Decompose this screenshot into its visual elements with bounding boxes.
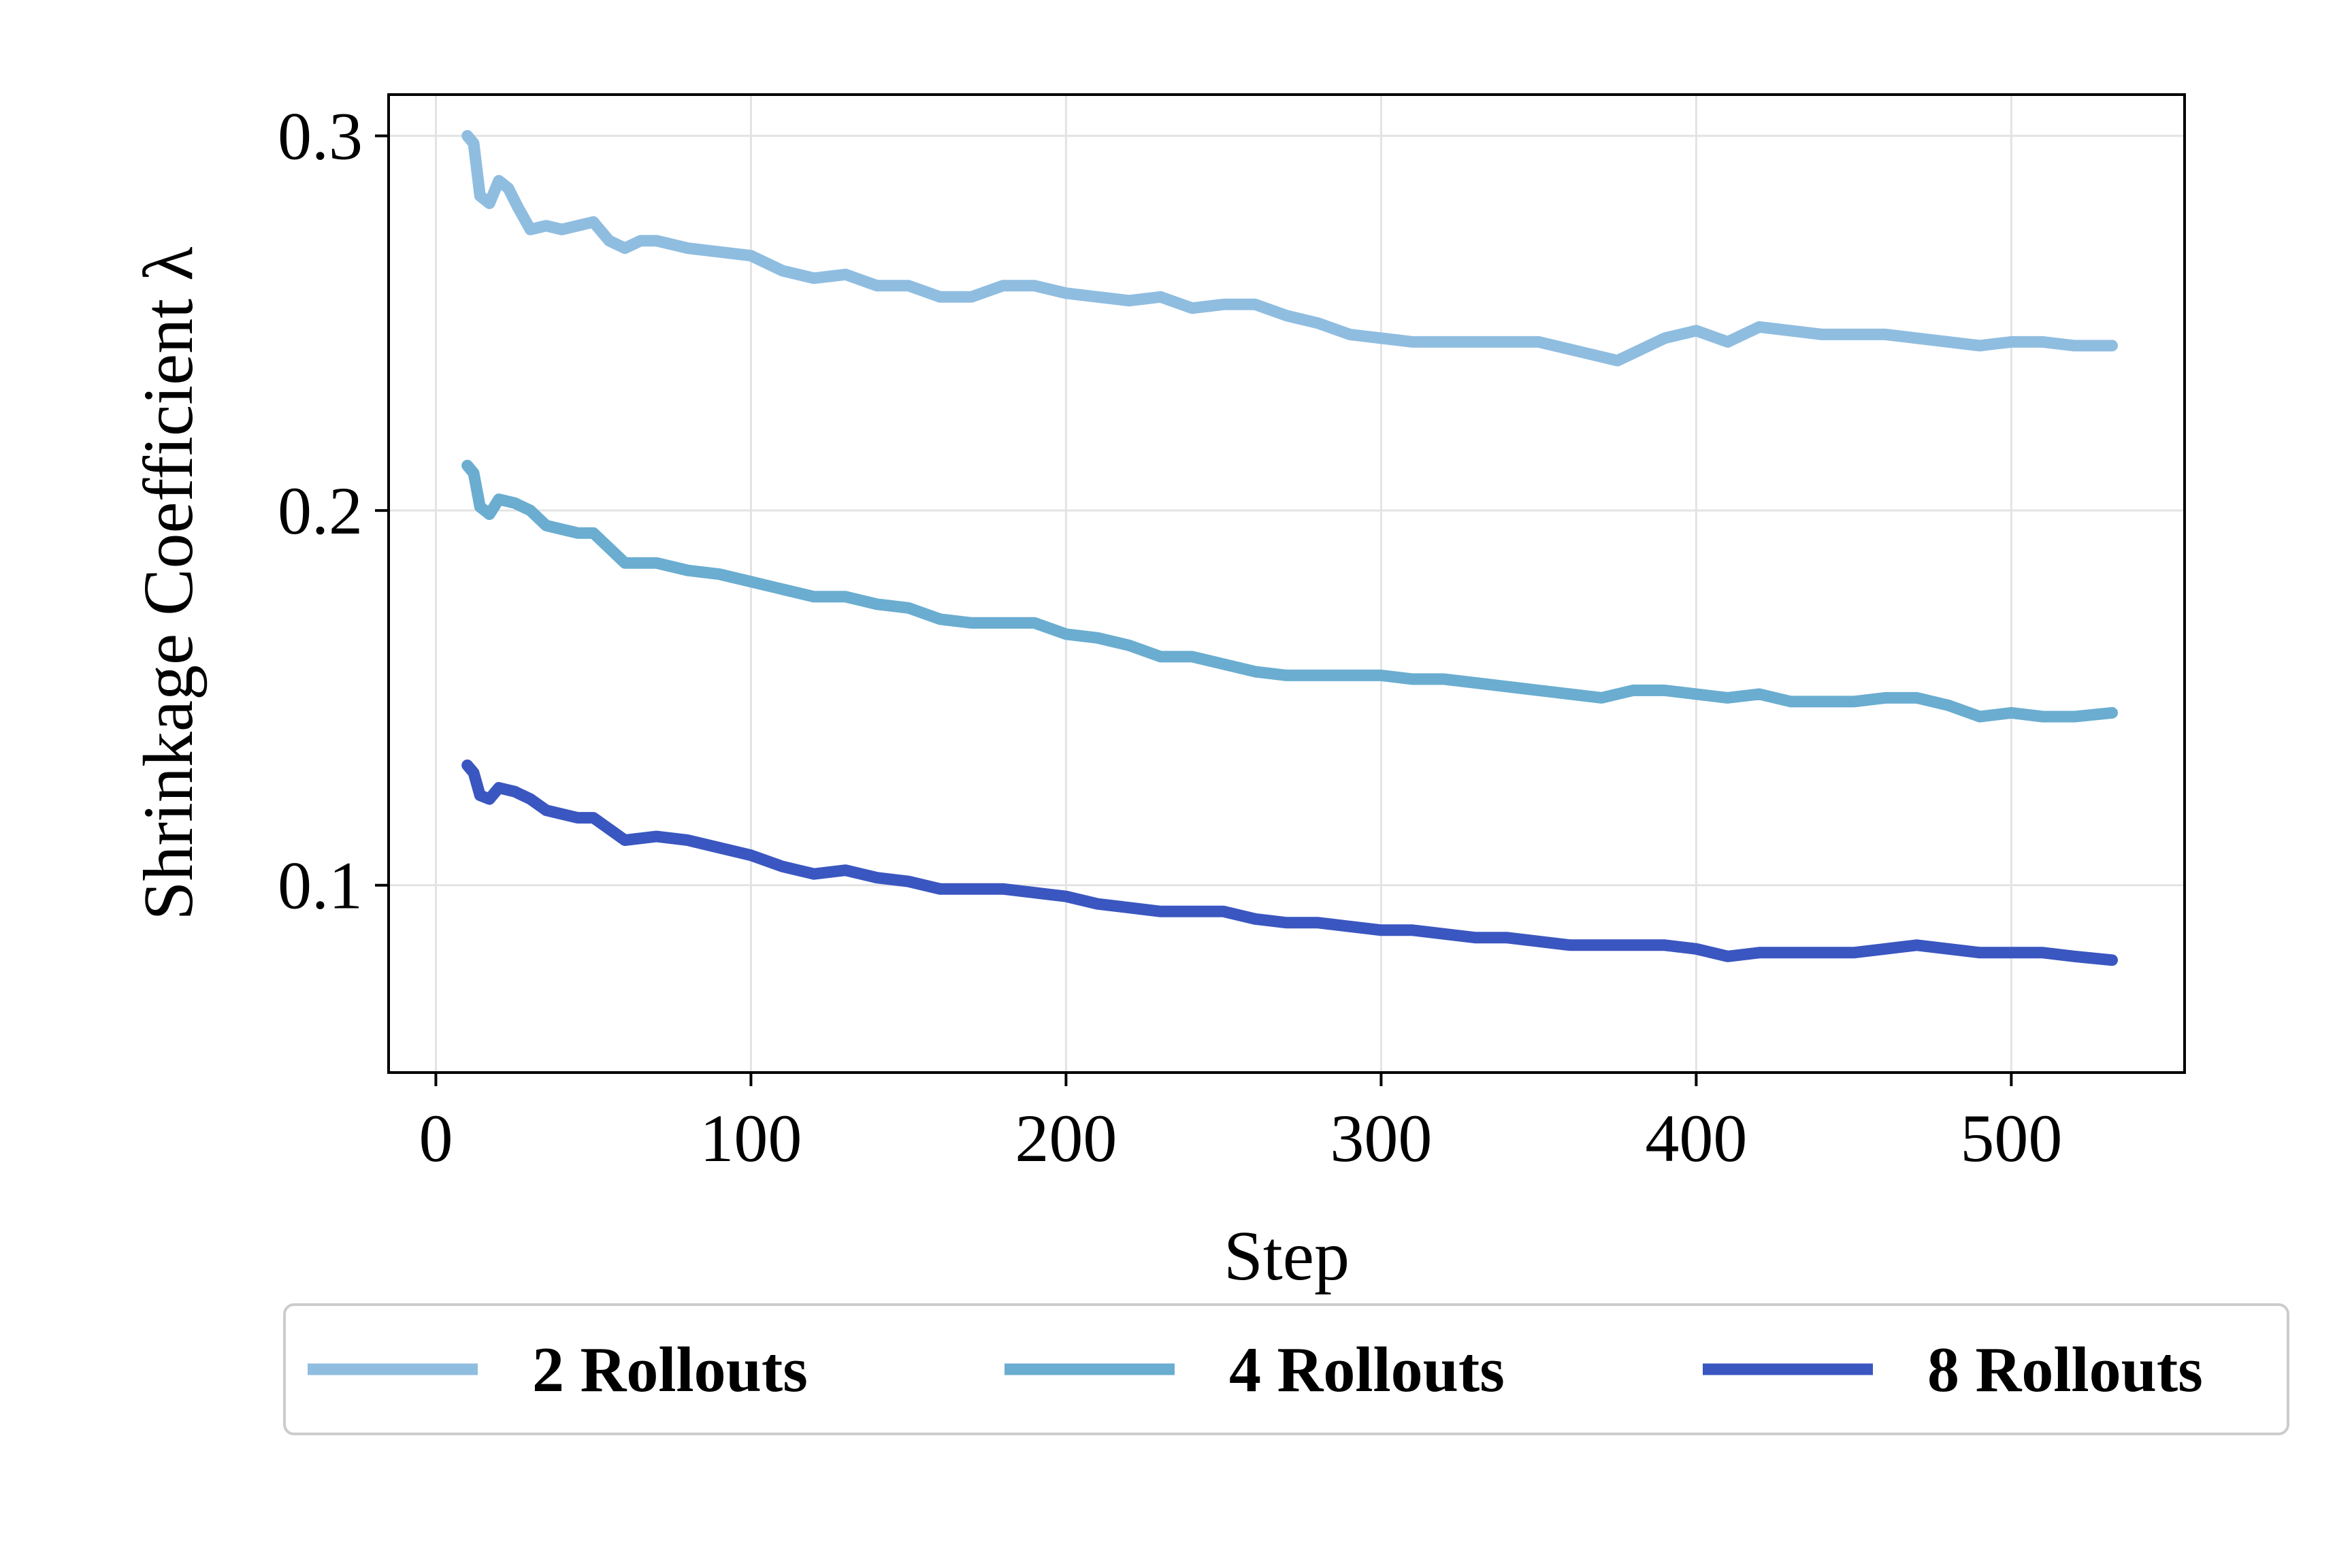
legend-label-2: 4 Rollouts xyxy=(1229,1335,1505,1405)
x-axis-ticks: 0 100 200 300 400 500 xyxy=(419,1073,2062,1176)
series-line-2 xyxy=(461,459,2118,723)
legend-label-3: 8 Rollouts xyxy=(1927,1335,2203,1405)
legend-frame xyxy=(283,1303,2289,1435)
x-tick-label: 100 xyxy=(700,1100,802,1176)
x-axis-label: Step xyxy=(1224,1217,1350,1295)
x-tick-label: 400 xyxy=(1645,1100,1747,1176)
x-tick-label: 200 xyxy=(1015,1100,1117,1176)
y-axis-label: Shrinkage Coefficient λ xyxy=(129,246,208,920)
y-tick-label: 0.3 xyxy=(278,99,363,174)
legend-label-1: 2 Rollouts xyxy=(532,1335,808,1405)
x-tick-label: 0 xyxy=(419,1100,453,1176)
series-lines xyxy=(461,130,2118,966)
x-tick-label: 500 xyxy=(1960,1100,2062,1176)
y-tick-label: 0.2 xyxy=(278,473,363,549)
y-tick-label: 0.1 xyxy=(278,848,363,924)
series-line-3 xyxy=(461,760,2118,966)
legend: 2 Rollouts 4 Rollouts 8 Rollouts xyxy=(283,1303,2289,1435)
series-line-1 xyxy=(461,130,2118,367)
y-axis-ticks: 0.1 0.2 0.3 xyxy=(278,99,389,924)
x-tick-label: 300 xyxy=(1330,1100,1432,1176)
plot-frame xyxy=(387,93,2186,1074)
